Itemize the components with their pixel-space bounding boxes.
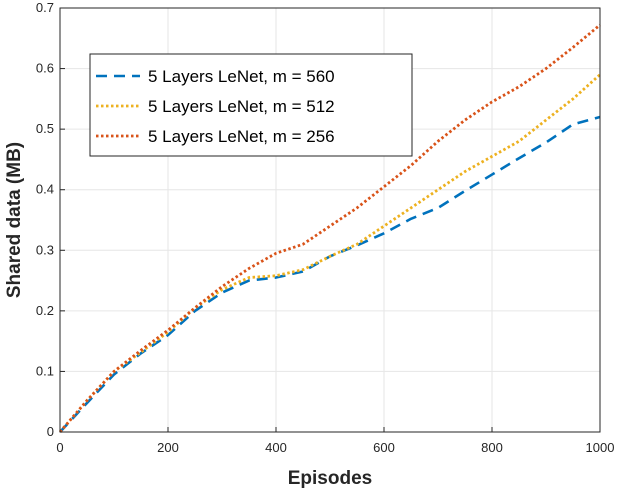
ticks: 0 200 400 600 800 1000 0 0.1 0.2 0.3 0.4 0.5 0.6 0.7: [36, 0, 615, 455]
legend-box: [89, 53, 413, 157]
y-tick-label: 0.5: [36, 121, 54, 136]
y-tick-label: 0.6: [36, 61, 54, 76]
x-tick-label: 0: [56, 440, 63, 455]
plot-frame: [59, 7, 601, 433]
legend-label-0: 5 Layers LeNet, m = 560: [148, 67, 335, 86]
y-axis-label: Shared data (MB): [4, 142, 25, 298]
series-lines: [58, 23, 601, 433]
x-axis-label: Episodes: [288, 468, 372, 489]
x-tick-label: 600: [373, 440, 395, 455]
x-tick-label: 400: [265, 440, 287, 455]
legend-label-1: 5 Layers LeNet, m = 512: [148, 97, 335, 116]
y-tick-label: 0.1: [36, 363, 54, 378]
series-line-2: [58, 23, 601, 433]
y-tick-label: 0.7: [36, 0, 54, 15]
y-tick-label: 0: [47, 424, 54, 439]
y-tick-label: 0.2: [36, 303, 54, 318]
x-tick-label: 1000: [586, 440, 615, 455]
x-tick-label: 800: [481, 440, 503, 455]
x-tick-label: 200: [157, 440, 179, 455]
y-tick-label: 0.4: [36, 182, 54, 197]
series-line-1: [58, 73, 601, 433]
legend-label-2: 5 Layers LeNet, m = 256: [148, 127, 335, 146]
y-tick-label: 0.3: [36, 242, 54, 257]
legend: 5 Layers LeNet, m = 560 5 Layers LeNet, m…: [89, 53, 413, 157]
series-line-0: [59, 115, 601, 433]
